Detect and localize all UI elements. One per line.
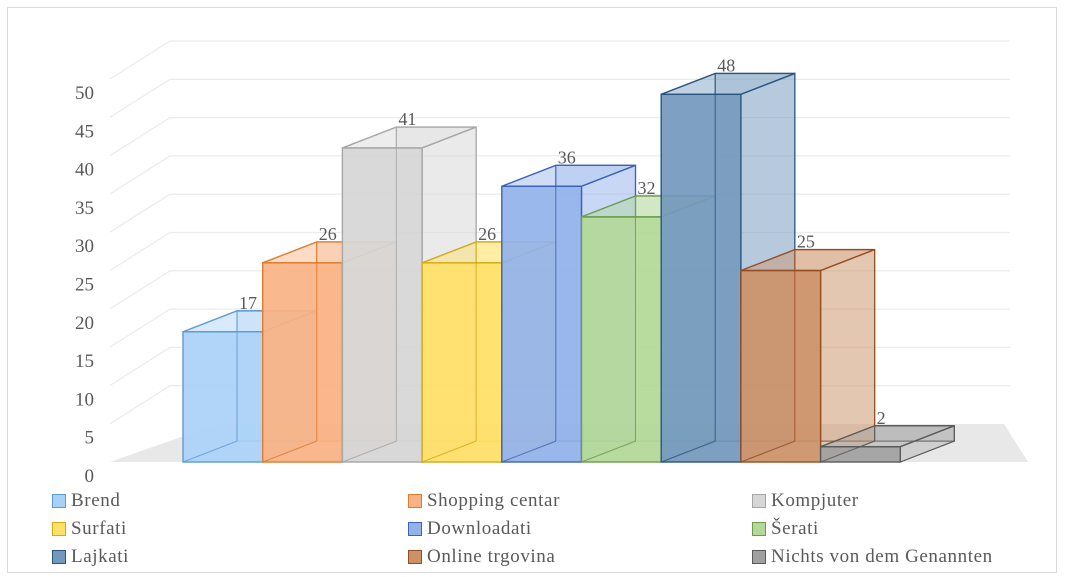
chart-frame	[7, 7, 1057, 573]
y-tick-label: 5	[85, 428, 95, 449]
data-label: 32	[638, 178, 656, 198]
bar	[740, 248, 876, 463]
y-tick-label: 15	[75, 351, 94, 372]
gridline	[109, 40, 1010, 80]
data-label: 17	[239, 293, 257, 313]
y-tick-label: 10	[75, 389, 94, 410]
data-label: 41	[398, 109, 416, 129]
gridline	[109, 78, 1010, 118]
data-label: 26	[478, 224, 496, 244]
y-tick-label: 40	[75, 160, 94, 181]
y-tick-label: 45	[75, 121, 94, 142]
data-label: 25	[797, 232, 815, 252]
y-tick-label: 20	[75, 313, 94, 334]
y-tick-label: 50	[75, 83, 94, 104]
data-label: 36	[558, 147, 576, 167]
y-tick-label: 0	[85, 466, 95, 487]
data-label: 26	[319, 224, 337, 244]
y-tick-label: 30	[75, 236, 94, 257]
y-tick-label: 35	[75, 198, 94, 219]
data-label: 2	[877, 408, 886, 428]
data-label: 48	[717, 55, 735, 75]
bar	[819, 424, 955, 463]
y-tick-label: 25	[75, 275, 94, 296]
